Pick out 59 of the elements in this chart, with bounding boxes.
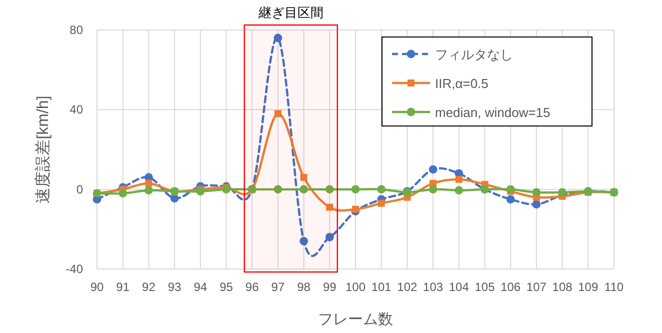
point: [454, 186, 464, 195]
x-tick-label: 108: [552, 280, 573, 294]
band-label: 継ぎ目区間: [257, 5, 324, 20]
point: [428, 185, 438, 194]
x-tick-label: 96: [245, 280, 260, 294]
x-axis-title: フレーム数: [318, 311, 393, 328]
point: [378, 200, 385, 207]
x-tick-label: 102: [397, 280, 418, 294]
point: [377, 185, 386, 194]
point: [558, 188, 566, 197]
x-tick-label: 91: [116, 280, 130, 294]
x-tick-label: 110: [604, 280, 624, 294]
point: [300, 236, 308, 246]
y-tick-label: 40: [70, 102, 84, 117]
point: [274, 110, 282, 118]
x-tick-label: 90: [90, 280, 104, 294]
x-tick-label: 107: [526, 280, 547, 294]
y-tick-label: 0: [76, 182, 84, 196]
x-tick-label: 106: [500, 280, 521, 294]
x-tick-label: 101: [371, 280, 392, 294]
x-tick-label: 97: [271, 280, 285, 294]
legend-label: フィルタなし: [435, 47, 513, 62]
point: [300, 185, 308, 194]
point: [352, 206, 359, 213]
x-tick-label: 92: [142, 280, 156, 294]
point: [144, 186, 153, 195]
point: [351, 185, 360, 194]
point: [532, 188, 541, 197]
point: [325, 185, 334, 194]
y-axis-title: 速度誤差[km/h]: [34, 96, 52, 204]
point: [274, 34, 282, 42]
x-tick-label: 98: [297, 280, 311, 294]
legend-label: IIR,α=0.5: [435, 76, 488, 91]
x-tick-label: 95: [220, 280, 234, 294]
x-tick-label: 105: [474, 280, 496, 294]
point: [222, 185, 230, 194]
x-tick-label: 100: [345, 280, 366, 294]
point: [325, 232, 334, 242]
point: [428, 165, 438, 174]
x-tick-label: 109: [578, 280, 598, 294]
y-tick-label: -40: [66, 262, 84, 276]
point: [506, 195, 515, 204]
point: [196, 187, 205, 196]
point: [532, 200, 541, 208]
point: [145, 180, 152, 187]
point: [118, 189, 128, 198]
legend-label: median, window=15: [435, 105, 550, 120]
x-tick-label: 103: [423, 280, 444, 294]
x-tick-label: 104: [448, 280, 470, 294]
x-tick-label: 93: [168, 280, 182, 294]
point: [455, 176, 462, 183]
point: [300, 174, 308, 181]
point: [326, 204, 334, 211]
x-tick-label: 99: [322, 280, 337, 294]
point: [170, 194, 179, 202]
point: [506, 185, 515, 194]
y-tick-label: 80: [70, 23, 84, 37]
point: [274, 185, 282, 194]
x-tick-label: 94: [194, 280, 208, 294]
